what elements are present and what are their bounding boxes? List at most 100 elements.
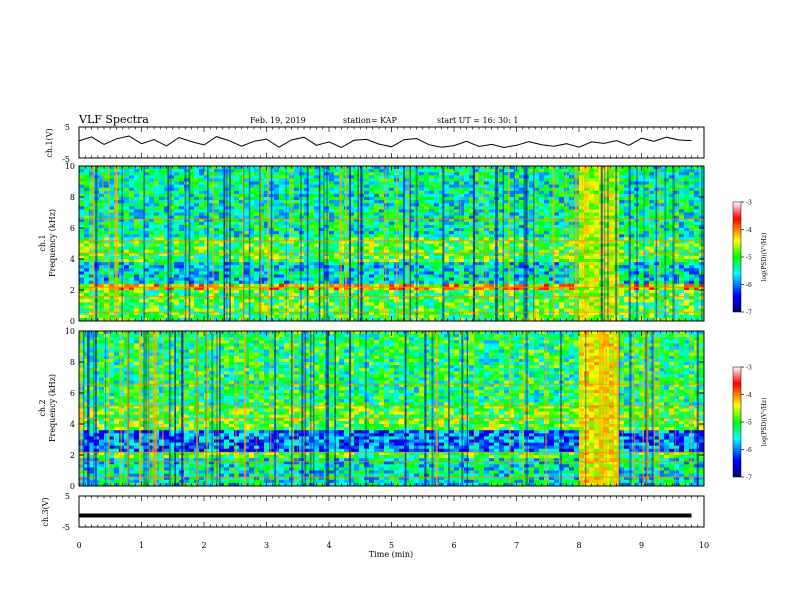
spectrogram-cell — [264, 237, 270, 241]
spectrogram-cell — [194, 224, 200, 229]
spectrogram-cell — [659, 215, 665, 219]
spectrogram-cell — [199, 187, 205, 192]
spectrogram-cell — [354, 215, 360, 219]
spectrogram-cell — [259, 268, 265, 272]
spectrogram-cell — [369, 184, 375, 188]
spectrogram-cell — [119, 212, 125, 216]
spectrogram-cell — [589, 175, 595, 179]
spectrogram-cell — [649, 215, 655, 219]
spectrogram-cell — [334, 274, 340, 278]
spectrogram-cell — [164, 172, 170, 176]
spectrogram-cell — [604, 193, 610, 198]
spectrogram-cell — [234, 172, 240, 176]
spectrogram-cell — [364, 246, 370, 250]
spectrogram-cell — [434, 209, 440, 213]
spectrogram-cell — [609, 249, 615, 254]
spectrogram-cell — [119, 255, 125, 260]
spectrogram-cell — [294, 209, 300, 213]
spectrogram-cell — [689, 249, 695, 254]
spectrogram-cell — [539, 221, 545, 226]
spectrogram-cell — [504, 271, 510, 275]
spectrogram-cell — [529, 200, 535, 204]
spectrogram-cell — [314, 228, 320, 232]
spectrogram-cell — [374, 193, 380, 198]
spectrogram-cell — [149, 265, 155, 269]
spectrogram-cell — [304, 218, 310, 223]
spectrogram-cell — [234, 203, 240, 207]
spectrogram-cell — [314, 259, 320, 263]
spectrogram-cell — [659, 209, 665, 213]
spectrogram-cell — [364, 283, 370, 288]
spectrogram-cell — [684, 283, 690, 288]
spectrogram-cell — [644, 224, 650, 229]
spectrogram-cell — [684, 231, 690, 235]
spectrogram-cell — [129, 249, 135, 254]
spectrogram-cell — [424, 209, 430, 213]
spectrogram-cell — [164, 212, 170, 216]
spectrogram-cell — [294, 280, 300, 285]
spectrogram-cell — [414, 190, 420, 195]
spectrogram-cell — [649, 252, 655, 257]
spectrogram-cell — [504, 277, 510, 281]
spectrogram-cell — [534, 237, 540, 241]
spectrogram-cell — [319, 268, 325, 272]
spectrogram-cell — [529, 228, 535, 232]
spectrogram-cell — [244, 234, 250, 238]
spectrogram-cell — [294, 221, 300, 226]
spectrogram-cell — [629, 265, 635, 269]
spectrogram-cell — [199, 262, 205, 266]
spectrogram-cell — [169, 259, 175, 263]
spectrogram-cell — [229, 234, 235, 238]
spectrogram-cell — [209, 240, 215, 244]
spectrogram-cell — [449, 218, 455, 223]
spectrogram-cell — [479, 271, 485, 275]
spectrogram-cell — [144, 283, 150, 288]
spectrogram-cell — [439, 206, 445, 210]
spectrogram-cell — [649, 190, 655, 195]
spectrogram-cell — [204, 259, 210, 263]
spectrogram-cell — [404, 203, 410, 207]
spectrogram-cell — [519, 262, 525, 266]
spectrogram-cell — [239, 231, 245, 235]
spectrogram-cell — [624, 212, 630, 216]
spectrogram-cell — [519, 221, 525, 226]
spectrogram-cell — [429, 187, 435, 192]
spectrogram-cell — [484, 268, 490, 272]
spectrogram-cell — [509, 237, 515, 241]
spectrogram-cell — [144, 228, 150, 232]
spectrogram-cell — [314, 175, 320, 179]
spectrogram-cell — [314, 209, 320, 213]
spectrogram-cell — [419, 243, 425, 247]
spectrogram-cell — [194, 218, 200, 223]
spectrogram-cell — [624, 187, 630, 192]
spectrogram-cell — [579, 271, 585, 275]
spectrogram-cell — [174, 187, 180, 192]
spectrogram-cell — [174, 234, 180, 238]
spectrogram-cell — [149, 169, 155, 173]
spectrogram-cell — [179, 175, 185, 179]
spectrogram-cell — [604, 228, 610, 232]
spectrogram-cell — [134, 265, 140, 269]
spectrogram-cell — [239, 274, 245, 278]
spectrogram-cell — [214, 221, 220, 226]
spectrogram-cell — [289, 277, 295, 281]
spectrogram-cell — [309, 283, 315, 288]
spectrogram-cell — [304, 231, 310, 235]
spectrogram-cell — [629, 181, 635, 185]
spectrogram-cell — [134, 166, 140, 170]
spectrogram-cell — [254, 187, 260, 192]
spectrogram-cell — [334, 231, 340, 235]
spectrogram-cell — [389, 200, 395, 204]
spectrogram-cell — [369, 187, 375, 192]
spectrogram-cell — [279, 262, 285, 266]
spectrogram-cell — [409, 203, 415, 207]
spectrogram-cell — [554, 259, 560, 263]
spectrogram-cell — [644, 193, 650, 198]
spectrogram-cell — [469, 280, 475, 285]
spectrogram-cell — [154, 265, 160, 269]
spectrogram-cell — [104, 166, 110, 170]
spectrogram-cell — [164, 286, 170, 291]
spectrogram-cell — [659, 221, 665, 226]
spectrogram-cell — [444, 175, 450, 179]
spectrogram-cell — [179, 252, 185, 257]
